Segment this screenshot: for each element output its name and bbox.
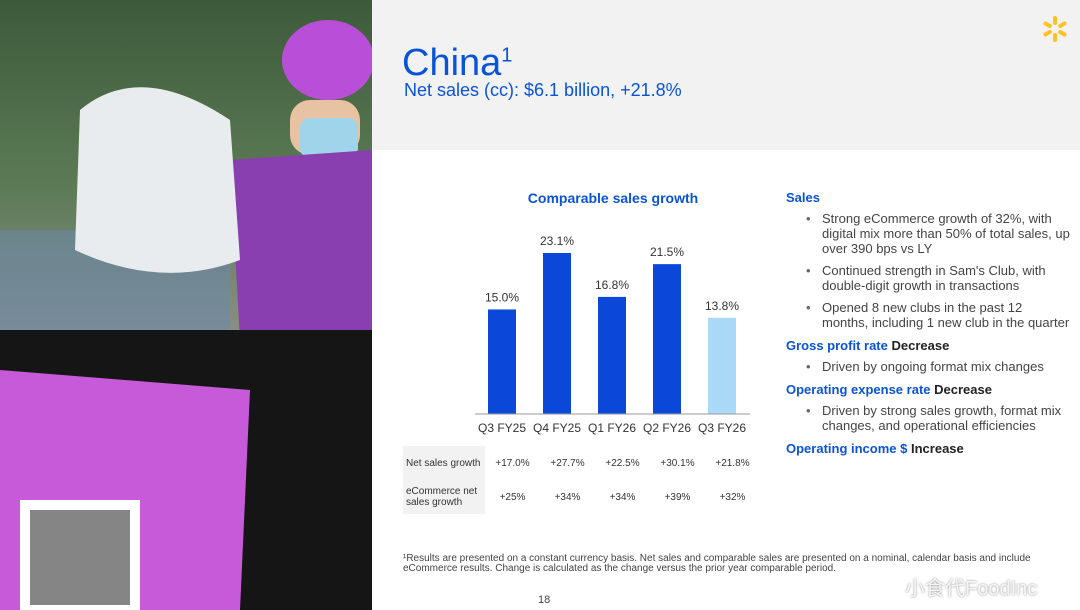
bullet-item: Strong eCommerce growth of 32%, with dig… [806,211,1071,256]
sales-bullets: Strong eCommerce growth of 32%, with dig… [786,211,1071,330]
bar [653,264,681,414]
table-cell: +39% [664,491,691,503]
table-row: Net sales growth +17.0% +27.7% +22.5% +30.1%… [403,446,760,480]
bar [708,317,736,414]
data-label: 13.8% [705,299,739,313]
delivery-photo [0,0,372,610]
data-label: 21.5% [650,245,684,259]
sales-heading: Sales [786,190,820,205]
operating-income-heading: Operating income $ Increase [786,441,1071,456]
category-label: Q3 FY25 [478,421,526,435]
watermark: 小食代FoodInc [905,578,1038,600]
heading-text: Gross profit rate [786,338,888,353]
table-cell: +17.0% [495,457,530,469]
data-label: 23.1% [540,234,574,248]
spark-logo-icon [1043,16,1067,42]
data-label: 15.0% [485,290,519,304]
table-cell: +30.1% [660,457,695,469]
status-text: Decrease [891,338,950,353]
category-label: Q3 FY26 [698,421,746,435]
table-cell: +25% [499,491,526,503]
comparable-sales-chart: Comparable sales growth 15.0% Q3 FY25 23.1… [475,190,750,435]
bar [598,296,626,414]
category-label: Q4 FY25 [533,421,581,435]
table-cell: +21.8% [715,457,750,469]
footnote: ¹Results are presented on a constant cur… [403,553,1031,574]
bullet-item: Driven by strong sales growth, format mi… [806,403,1071,433]
category-label: Q2 FY26 [643,421,691,435]
table-cell: +27.7% [550,457,585,469]
title-footnote-mark: 1 [501,44,513,67]
table-cell: +32% [719,491,746,503]
header-band [372,0,1080,150]
status-text: Increase [911,441,964,456]
table-cell: +34% [554,491,581,503]
commentary-panel: Sales Strong eCommerce growth of 32%, wi… [786,190,1071,462]
row-label: eCommerce net sales growth [403,480,485,514]
heading-text: Operating expense rate [786,382,931,397]
row-label: Net sales growth [403,446,485,480]
data-label: 16.8% [595,278,629,292]
bar [543,252,571,414]
bar [488,309,516,414]
title-text: China [402,42,502,84]
opex-bullets: Driven by strong sales growth, format mi… [786,403,1071,433]
page-number: 18 [538,594,551,606]
page-title: China1 [402,42,512,85]
heading-text: Operating income $ [786,441,908,456]
page-subtitle: Net sales (cc): $6.1 billion, +21.8% [404,80,682,100]
chart-title: Comparable sales growth [528,190,698,206]
growth-table: Net sales growth +17.0% +27.7% +22.5% +30.1%… [403,446,760,514]
bullet-item: Driven by ongoing format mix changes [806,359,1071,374]
bullet-item: Opened 8 new clubs in the past 12 months… [806,300,1071,330]
table-cell: +34% [609,491,636,503]
gross-profit-heading: Gross profit rate Decrease [786,338,1071,353]
opex-heading: Operating expense rate Decrease [786,382,1071,397]
status-text: Decrease [934,382,992,397]
table-row: eCommerce net sales growth +25% +34% +34% +3… [403,480,760,514]
gross-bullets: Driven by ongoing format mix changes [786,359,1071,374]
table-cell: +22.5% [605,457,640,469]
category-label: Q1 FY26 [588,421,636,435]
bullet-item: Continued strength in Sam's Club, with d… [806,263,1071,293]
